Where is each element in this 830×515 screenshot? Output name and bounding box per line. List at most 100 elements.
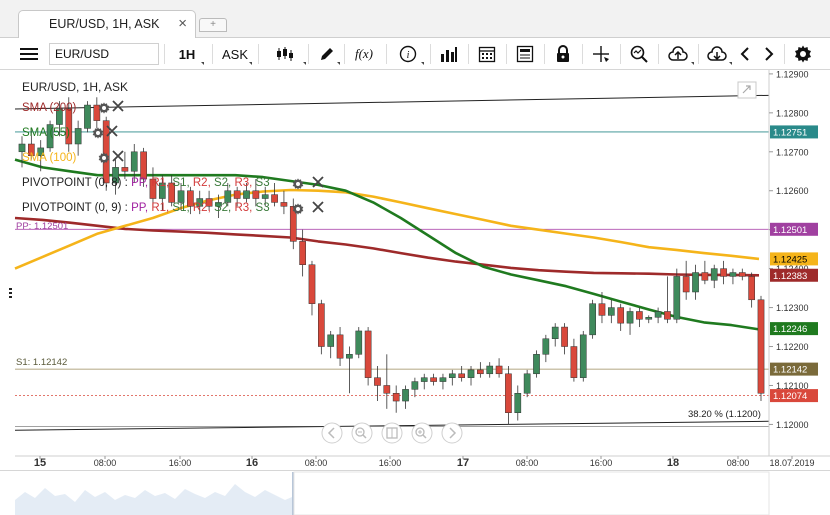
- candle[interactable]: [130, 144, 138, 183]
- candle[interactable]: [710, 264, 718, 289]
- candle[interactable]: [37, 140, 45, 172]
- candle[interactable]: [299, 229, 306, 277]
- candle[interactable]: [486, 362, 494, 378]
- candle[interactable]: [308, 260, 316, 316]
- candle[interactable]: [523, 369, 531, 398]
- candle[interactable]: [28, 128, 35, 160]
- candle[interactable]: [74, 120, 82, 156]
- chart-tab[interactable]: EUR/USD, 1H, ASK ×: [18, 10, 196, 38]
- overview-navigator[interactable]: [0, 470, 830, 515]
- candle[interactable]: [570, 338, 578, 382]
- indicator-settings-gear-icon[interactable]: [98, 101, 110, 119]
- candle[interactable]: [551, 323, 559, 347]
- candle[interactable]: [701, 260, 709, 285]
- candle[interactable]: [318, 299, 325, 355]
- navigator-handle[interactable]: [292, 472, 294, 515]
- candle[interactable]: [336, 327, 344, 366]
- candle[interactable]: [271, 182, 278, 207]
- candle[interactable]: [645, 315, 653, 324]
- candle[interactable]: [252, 179, 260, 207]
- candle[interactable]: [327, 330, 335, 359]
- reset-zoom-button[interactable]: [381, 422, 403, 444]
- scroll-right-button[interactable]: [758, 38, 780, 70]
- candle[interactable]: [140, 147, 147, 187]
- candle[interactable]: [495, 358, 503, 378]
- candle[interactable]: [46, 120, 54, 152]
- pan-right-button[interactable]: [441, 422, 463, 444]
- candle[interactable]: [458, 366, 465, 382]
- candle[interactable]: [121, 151, 129, 180]
- candle[interactable]: [215, 194, 222, 218]
- candle[interactable]: [748, 272, 755, 308]
- pivot-settings-gear-icon[interactable]: [292, 202, 304, 220]
- candle[interactable]: [374, 366, 381, 402]
- price-chart[interactable]: 1.129001.128001.127001.126001.125001.124…: [0, 70, 830, 515]
- candle[interactable]: [18, 136, 26, 168]
- candle[interactable]: [542, 334, 550, 363]
- candle[interactable]: [692, 264, 699, 300]
- chart-type-button[interactable]: [262, 38, 308, 70]
- candle[interactable]: [533, 350, 540, 378]
- upload-button[interactable]: [660, 38, 696, 70]
- scroll-left-button[interactable]: [734, 38, 756, 70]
- indicator-remove-close-icon[interactable]: [112, 99, 124, 118]
- candle[interactable]: [233, 186, 241, 207]
- candle[interactable]: [383, 354, 391, 409]
- settings-button[interactable]: [788, 38, 818, 70]
- candle[interactable]: [261, 186, 269, 207]
- timeframe-button[interactable]: 1H: [168, 38, 206, 70]
- lock-button[interactable]: [548, 38, 578, 70]
- candle[interactable]: [411, 377, 419, 398]
- candle[interactable]: [84, 101, 91, 133]
- indicator-settings-gear-icon[interactable]: [98, 151, 110, 169]
- candle[interactable]: [430, 373, 437, 386]
- candle[interactable]: [158, 175, 166, 211]
- candle[interactable]: [56, 101, 63, 137]
- candle[interactable]: [93, 97, 101, 129]
- crosshair-button[interactable]: [586, 38, 616, 70]
- candle[interactable]: [664, 276, 671, 324]
- candle[interactable]: [514, 385, 522, 421]
- candle[interactable]: [607, 299, 615, 324]
- candle[interactable]: [439, 373, 447, 390]
- candle[interactable]: [505, 366, 512, 425]
- candle[interactable]: [720, 260, 727, 285]
- candle[interactable]: [636, 307, 643, 328]
- candle[interactable]: [205, 190, 213, 211]
- info-button[interactable]: i: [390, 38, 426, 70]
- add-tab-button[interactable]: +: [199, 18, 227, 32]
- candle[interactable]: [364, 327, 372, 386]
- price-type-button[interactable]: ASK: [216, 38, 254, 70]
- candle[interactable]: [617, 303, 625, 331]
- indicator-remove-close-icon[interactable]: [106, 124, 118, 143]
- candle[interactable]: [224, 182, 232, 207]
- menu-button[interactable]: [14, 38, 44, 70]
- indicator-remove-close-icon[interactable]: [112, 149, 124, 168]
- candle[interactable]: [589, 299, 596, 339]
- candle[interactable]: [346, 346, 353, 394]
- candle[interactable]: [177, 182, 185, 211]
- candle[interactable]: [149, 167, 157, 207]
- candle[interactable]: [392, 385, 400, 413]
- zoom-button[interactable]: [624, 38, 654, 70]
- candle[interactable]: [420, 373, 428, 390]
- candle[interactable]: [467, 366, 475, 386]
- indicators-button[interactable]: f(x): [346, 38, 382, 70]
- candle[interactable]: [112, 159, 119, 195]
- tab-close-icon[interactable]: ×: [178, 15, 187, 32]
- candle[interactable]: [280, 190, 288, 215]
- candle[interactable]: [477, 362, 484, 378]
- time-axis[interactable]: [15, 456, 830, 470]
- expand-chart-icon[interactable]: [737, 81, 757, 99]
- news-button[interactable]: [510, 38, 540, 70]
- candle[interactable]: [196, 190, 204, 215]
- candle[interactable]: [673, 268, 681, 324]
- zoom-out-button[interactable]: [351, 422, 373, 444]
- pan-left-button[interactable]: [321, 422, 343, 444]
- calendar-button[interactable]: [472, 38, 502, 70]
- candle[interactable]: [402, 385, 409, 409]
- volume-button[interactable]: [434, 38, 464, 70]
- candle[interactable]: [598, 292, 606, 324]
- zoom-in-button[interactable]: [411, 422, 433, 444]
- left-resize-handle[interactable]: [9, 288, 12, 298]
